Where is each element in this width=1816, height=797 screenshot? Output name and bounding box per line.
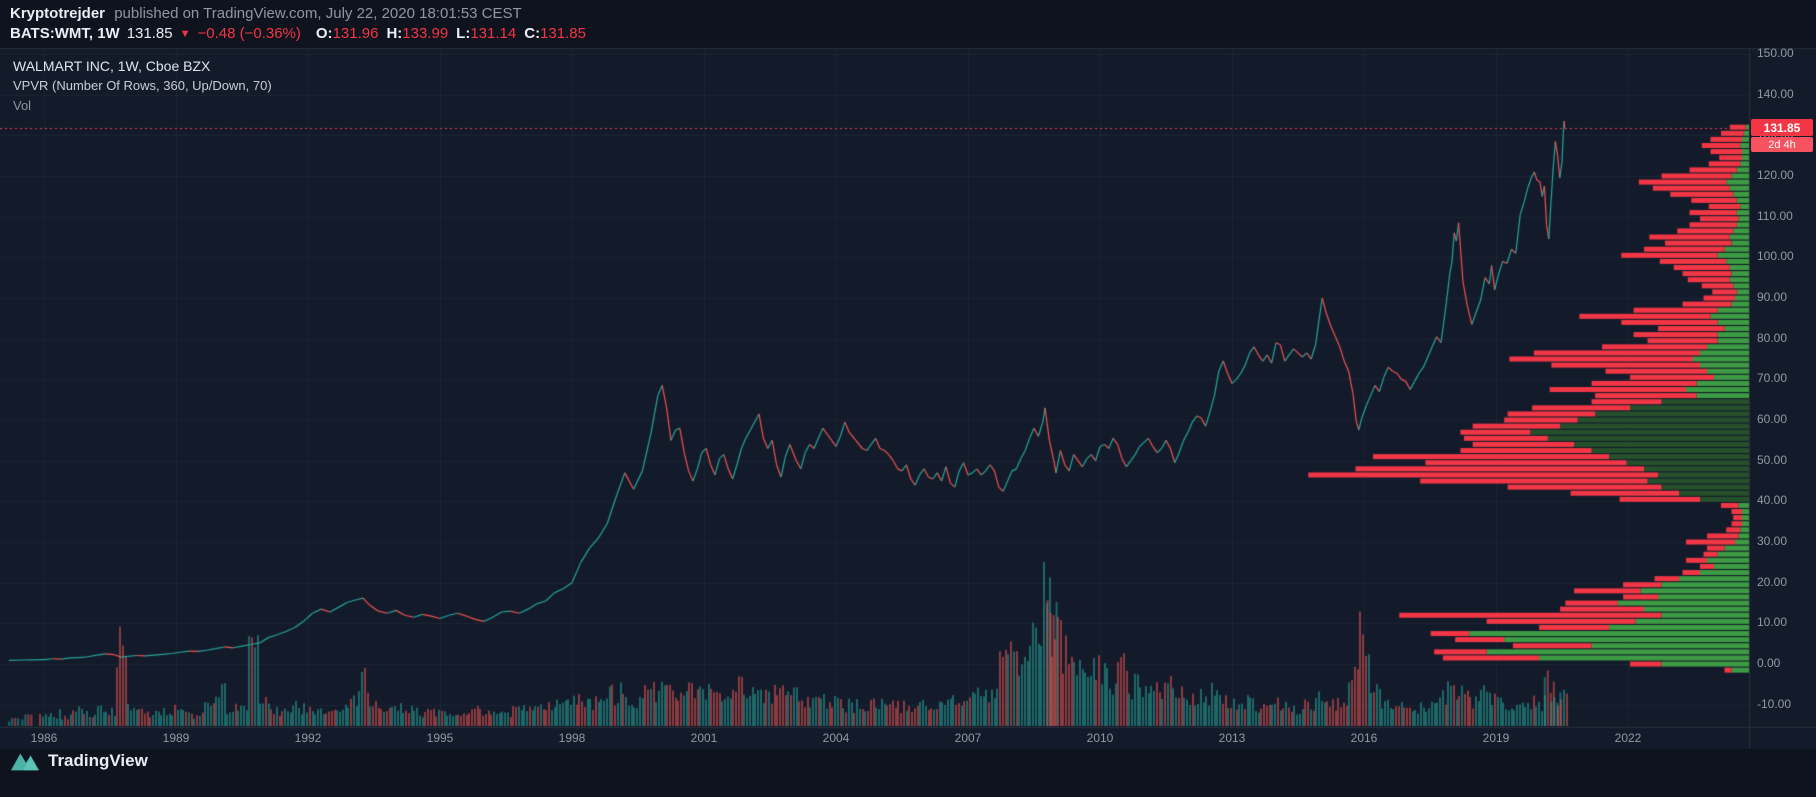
legend-vol-row[interactable]: Vol [13,96,272,116]
open-value: 131.96 [332,25,379,42]
publish-info: published on TradingView.com, July 22, 2… [114,5,522,22]
symbol-name: BATS:WMT, 1W [10,25,120,42]
legend-symbol-row[interactable]: WALMART INC, 1W, Cboe BZX [13,56,272,76]
low-label: L: [456,25,471,42]
legend-vol-label: Vol [13,98,32,113]
close-label: C: [524,25,541,42]
legend-vpvr-label: VPVR (Number Of Rows, 360, Up/Down, 70) [13,78,272,93]
tradingview-link[interactable]: TradingView [10,750,148,772]
last-price-badge: 131.85 [1751,119,1813,136]
close-value: 131.85 [540,25,586,42]
last-price: 131.85 [126,25,173,42]
tradingview-brand-text: TradingView [48,751,148,770]
author-name: Kryptotrejder [10,5,106,22]
tradingview-logo-icon [10,750,40,772]
price-change: −0.48 (−0.36%) [197,25,301,42]
symbol-header: BATS:WMT, 1W 131.85 ▼ −0.48 (−0.36%) O: 1… [10,25,586,42]
ohlc-values: O: 131.96 H: 133.99 L: 131.14 C: 131.85 [308,25,586,42]
publish-header: Kryptotrejder published on TradingView.c… [10,5,522,22]
low-value: 131.14 [470,25,517,42]
open-label: O: [315,25,333,42]
time-axis[interactable] [0,727,1749,749]
high-value: 133.99 [402,25,449,42]
bar-countdown-badge: 2d 4h [1751,137,1813,152]
high-label: H: [386,25,403,42]
legend-symbol-title: WALMART INC, 1W, Cboe BZX [13,58,211,74]
legend-vpvr-row[interactable]: VPVR (Number Of Rows, 360, Up/Down, 70) [13,76,272,96]
chart-legend: WALMART INC, 1W, Cboe BZX VPVR (Number O… [13,56,272,116]
down-arrow-icon: ▼ [179,27,191,40]
